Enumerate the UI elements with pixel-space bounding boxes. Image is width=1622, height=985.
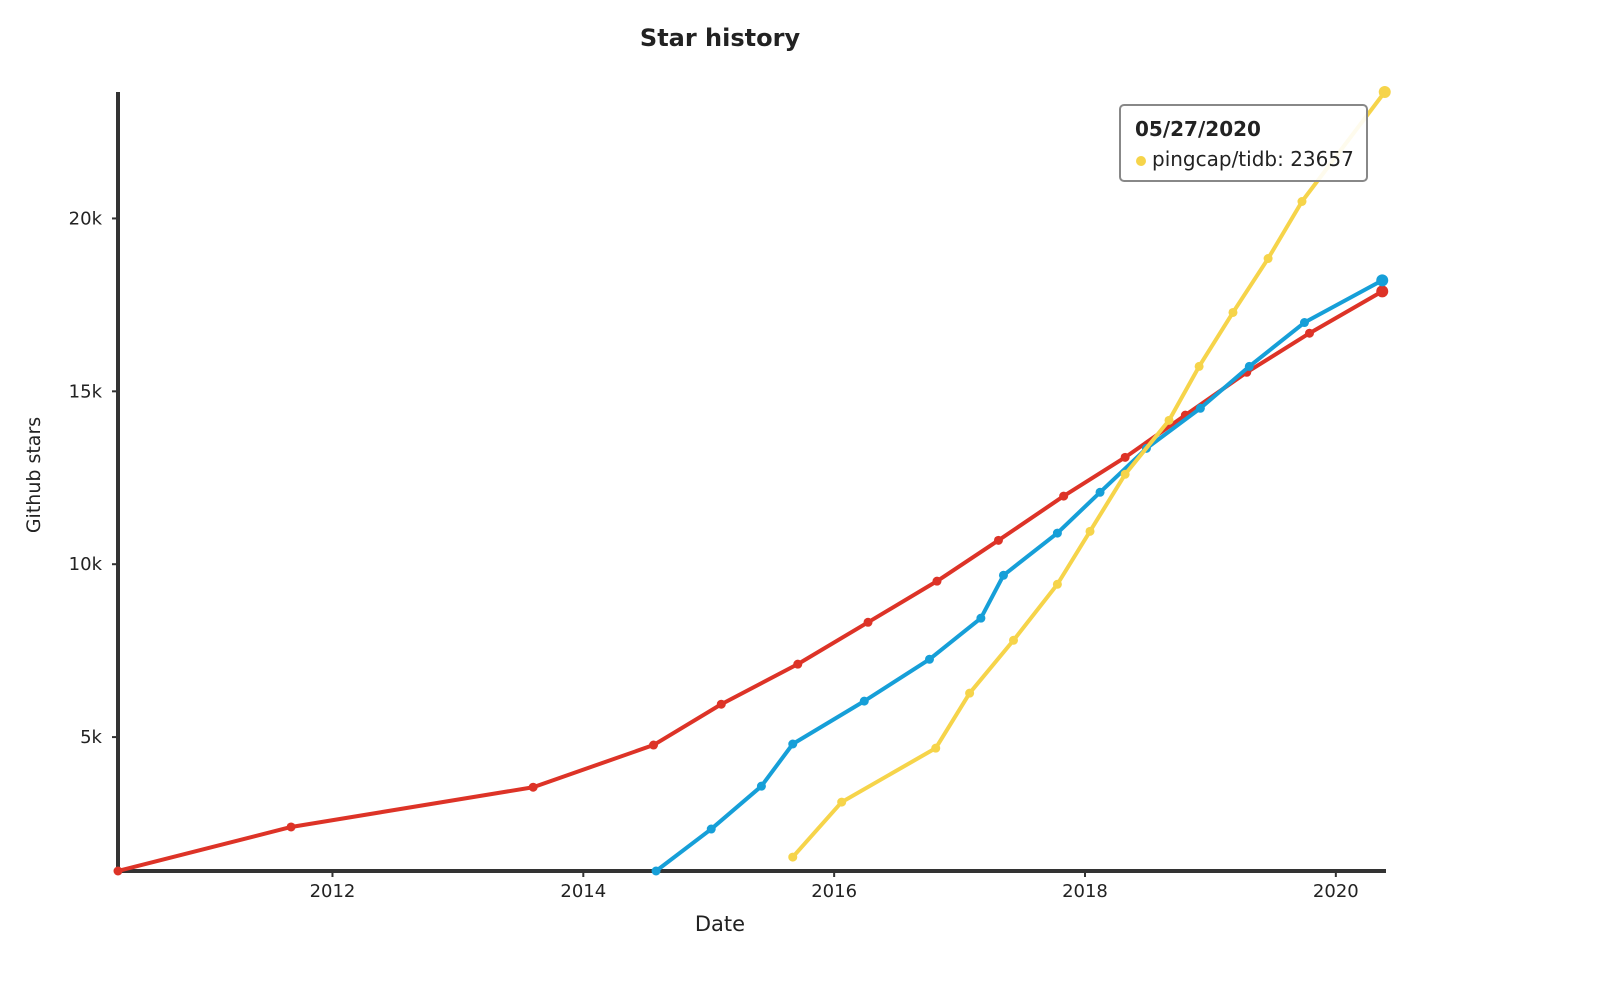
- x-axis-label: Date: [695, 912, 745, 936]
- data-point: [837, 797, 847, 807]
- data-point: [1052, 528, 1062, 538]
- tooltip: 05/27/2020 pingcap/tidb: 23657: [1119, 104, 1368, 182]
- data-point: [113, 866, 123, 876]
- data-point: [924, 654, 934, 664]
- x-tick-label: 2016: [811, 881, 857, 902]
- data-point: [706, 824, 716, 834]
- data-point: [1120, 469, 1130, 479]
- tooltip-text: pingcap/tidb: 23657: [1152, 147, 1354, 171]
- data-point: [863, 617, 873, 627]
- data-point: [1299, 318, 1309, 328]
- series-line: [654, 278, 1385, 873]
- data-point: [1052, 579, 1062, 589]
- y-tick-label: 20k: [69, 208, 103, 229]
- x-tick-label: 2018: [1062, 881, 1108, 902]
- data-point: [286, 822, 296, 832]
- data-point: [716, 699, 726, 709]
- y-axis-label: Github stars: [23, 417, 45, 533]
- data-point: [1376, 274, 1389, 287]
- data-point: [1263, 254, 1273, 264]
- data-point: [998, 570, 1008, 580]
- data-point: [1085, 526, 1095, 536]
- x-tick-label: 2020: [1313, 881, 1359, 902]
- tooltip-title: 05/27/2020: [1135, 117, 1261, 141]
- data-point: [1120, 452, 1130, 462]
- data-point: [1095, 487, 1105, 497]
- data-point: [859, 696, 869, 706]
- plot-area: 5k 10k 15k 20k 2012 2014 2016 2018 2020: [69, 86, 1391, 902]
- data-point: [965, 688, 975, 698]
- x-tick-label: 2014: [560, 881, 606, 902]
- y-tick-label: 5k: [80, 727, 102, 748]
- data-point: [993, 535, 1003, 545]
- data-point: [1297, 197, 1307, 207]
- x-tick-label: 2012: [310, 881, 356, 902]
- data-point: [976, 613, 986, 623]
- data-point: [1376, 285, 1389, 298]
- series-line: [790, 90, 1387, 860]
- data-point: [932, 576, 942, 586]
- data-point: [788, 739, 798, 749]
- data-point: [1244, 361, 1254, 371]
- tooltip-box: [1119, 104, 1368, 182]
- data-point: [1304, 328, 1314, 338]
- data-point: [1009, 635, 1019, 645]
- data-point: [756, 781, 766, 791]
- y-tick-label: 10k: [69, 554, 103, 575]
- data-point: [528, 782, 538, 792]
- data-point: [788, 852, 798, 862]
- data-point: [1228, 307, 1238, 317]
- y-tick-label: 15k: [69, 381, 103, 402]
- data-point: [931, 743, 941, 753]
- data-point: [1195, 403, 1205, 413]
- data-point: [793, 659, 803, 669]
- data-point: [651, 866, 661, 876]
- data-point: [1059, 491, 1069, 501]
- chart-title: Star history: [640, 24, 801, 52]
- tooltip-marker: [1136, 156, 1146, 166]
- data-point: [1194, 361, 1204, 371]
- data-point: [1378, 86, 1391, 98]
- data-point: [1164, 415, 1174, 425]
- data-point: [649, 740, 659, 750]
